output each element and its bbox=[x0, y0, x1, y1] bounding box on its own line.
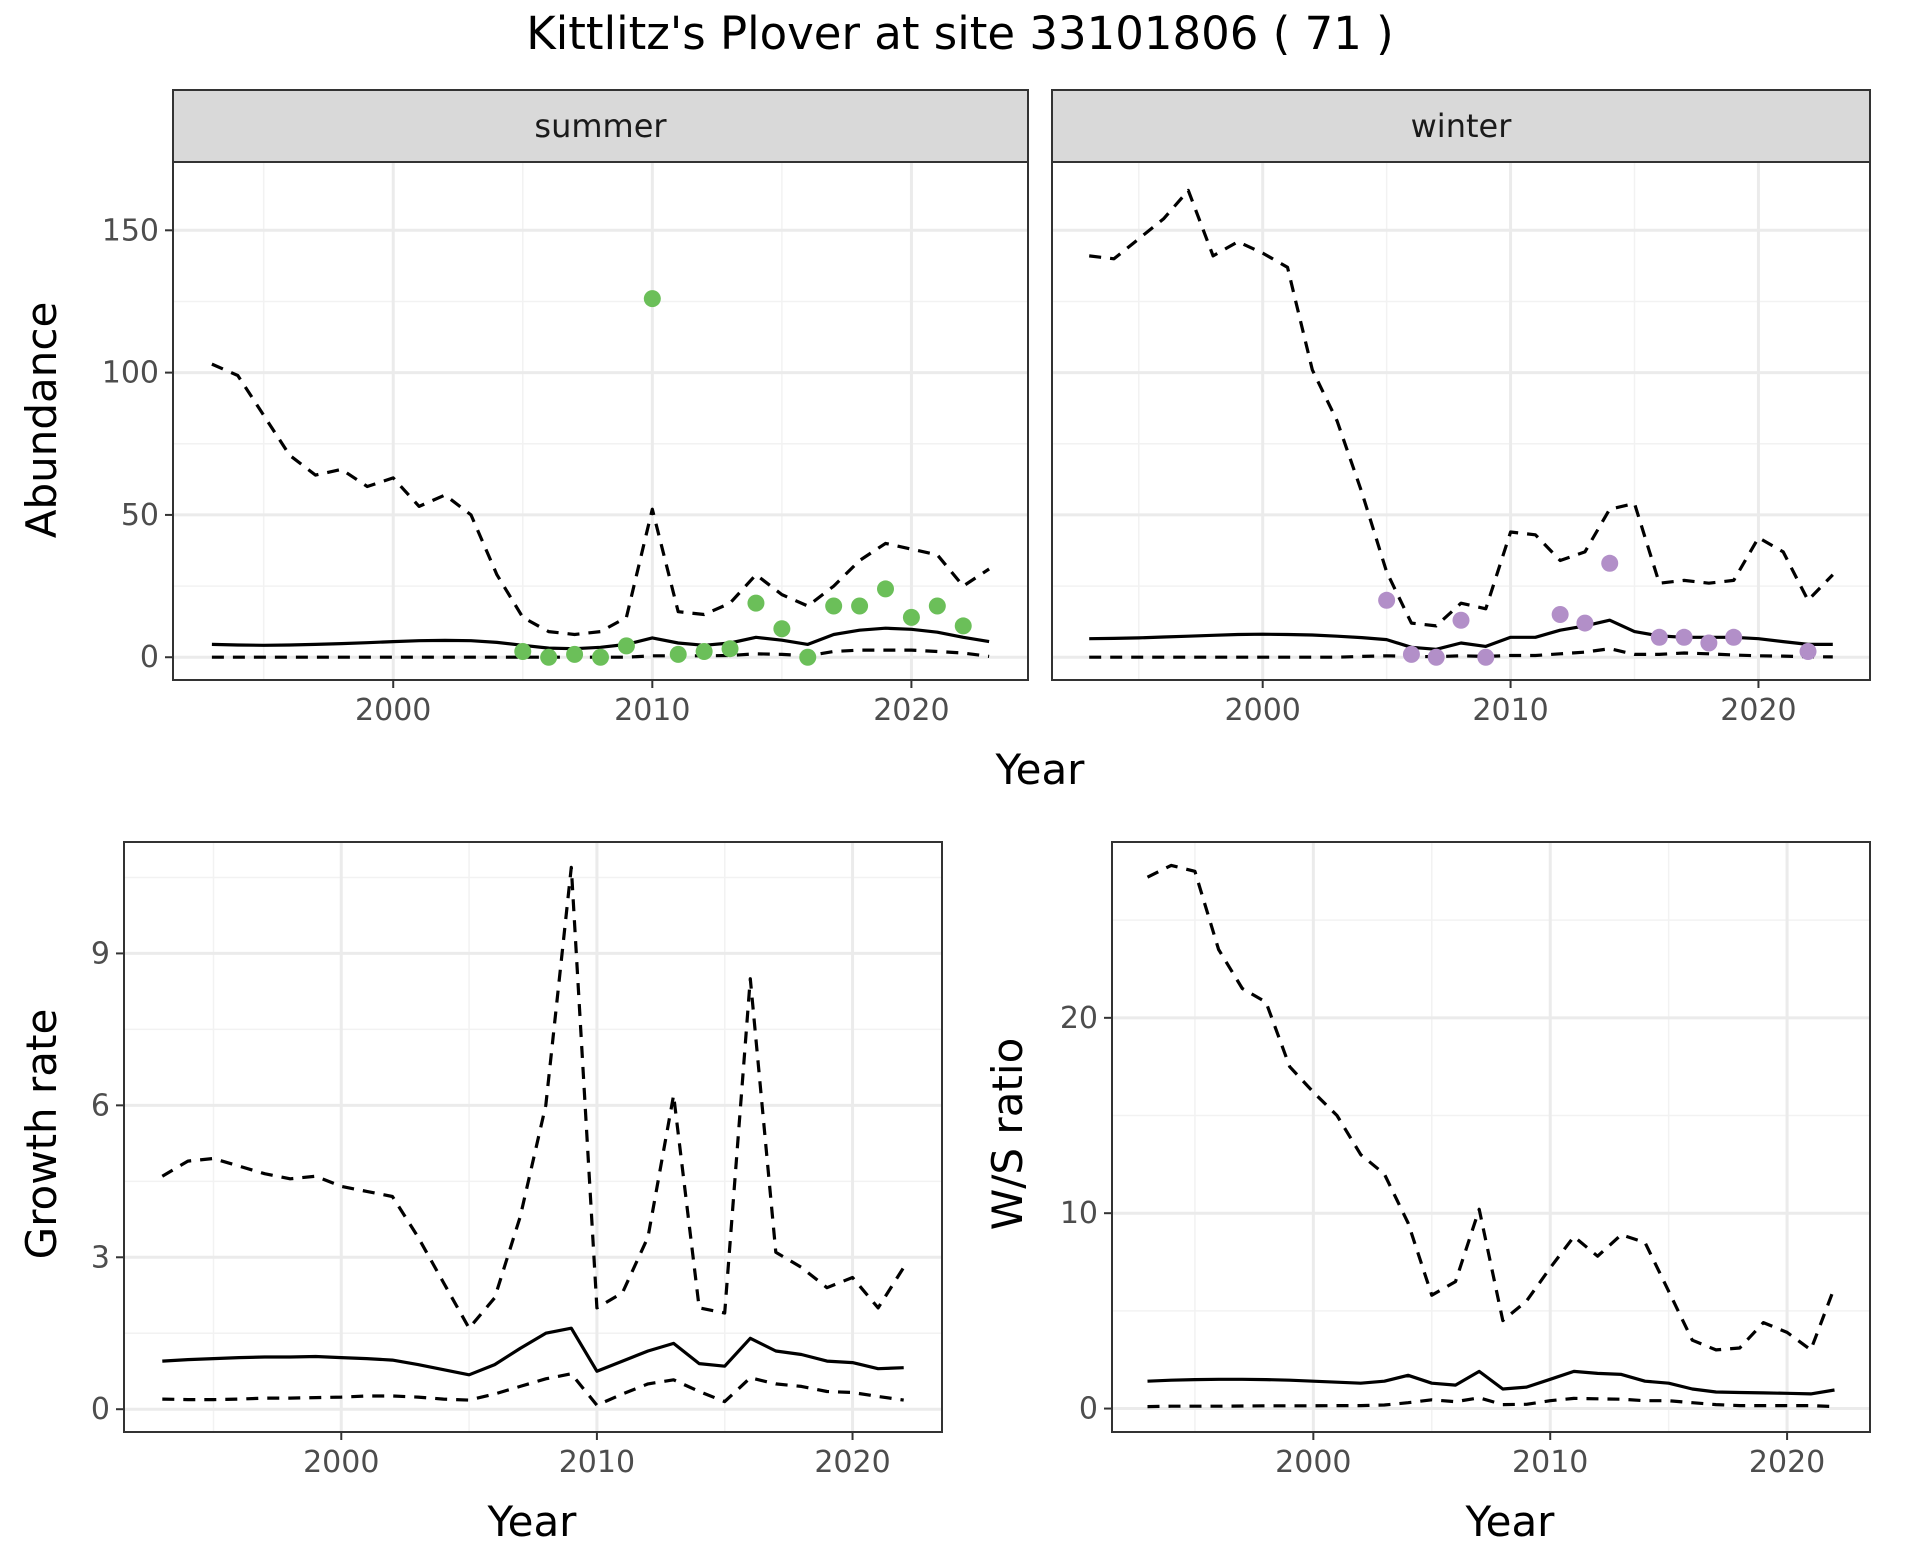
abundance-x-axis-title: Year bbox=[995, 745, 1086, 794]
growth-x-tick-label: 2020 bbox=[814, 1445, 890, 1480]
growth-y-tick-label: 3 bbox=[91, 1240, 110, 1275]
winter-panel: 2000 2010 2020 winter bbox=[1051, 89, 1871, 728]
summer-y-tick-label: 50 bbox=[121, 498, 159, 533]
winter-upper-bound-line bbox=[1089, 188, 1834, 628]
growth-plot-background bbox=[124, 842, 942, 1432]
growth-rate-panel: 2000 2010 2020 0 3 6 9 bbox=[91, 841, 943, 1480]
winter-lower-bound-line bbox=[1089, 647, 1833, 659]
summer-data-point bbox=[540, 648, 558, 666]
winter-x-tick-label: 2000 bbox=[1225, 693, 1301, 728]
winter-data-point bbox=[1402, 645, 1420, 663]
ws-lower-bound-line bbox=[1147, 1396, 1835, 1409]
summer-data-point bbox=[825, 597, 843, 615]
summer-strip bbox=[172, 89, 1029, 163]
ws-x-tick-label: 2020 bbox=[1749, 1445, 1825, 1480]
winter-x-tick-label: 2010 bbox=[1472, 693, 1548, 728]
winter-strip bbox=[1051, 89, 1871, 163]
winter-data-point bbox=[1799, 643, 1817, 661]
ws-mean-line bbox=[1147, 1369, 1835, 1396]
summer-x-tick-label: 2000 bbox=[355, 693, 431, 728]
winter-data-point bbox=[1601, 554, 1619, 572]
summer-strip-label: summer bbox=[534, 107, 667, 145]
growth-y-tick-label: 0 bbox=[91, 1392, 110, 1427]
ws-x-tick-label: 2010 bbox=[1512, 1445, 1588, 1480]
abundance-chart: 2000 2010 2020 0 50 100 150 summer 2000 2010 2020… bbox=[17, 89, 1871, 794]
ws-y-axis-title: W/S ratio bbox=[983, 1038, 1032, 1231]
ws-ratio-panel: 2000 2010 2020 0 10 20 bbox=[1060, 841, 1871, 1480]
growth-upper-bound-line bbox=[161, 865, 906, 1330]
growth-x-tick-label: 2000 bbox=[303, 1445, 379, 1480]
summer-data-point bbox=[643, 290, 661, 308]
ws-panel-border bbox=[1111, 841, 1871, 1433]
summer-data-point bbox=[669, 645, 687, 663]
winter-strip-label: winter bbox=[1411, 107, 1513, 145]
summer-y-tick-label: 0 bbox=[140, 640, 159, 675]
ws-y-tick-label: 20 bbox=[1060, 1001, 1098, 1036]
figure-title: Kittlitz's Plover at site 33101806 ( 71 … bbox=[526, 7, 1393, 60]
growth-x-tick-label: 2010 bbox=[559, 1445, 635, 1480]
growth-x-axis-title: Year bbox=[487, 1497, 578, 1546]
winter-data-point bbox=[1427, 648, 1445, 666]
winter-data-point bbox=[1551, 606, 1569, 624]
winter-data-point bbox=[1477, 648, 1495, 666]
winter-data-point bbox=[1725, 628, 1743, 646]
growth-y-tick-label: 6 bbox=[91, 1088, 110, 1123]
ws-x-axis-title: Year bbox=[1465, 1497, 1556, 1546]
ws-y-tick-label: 10 bbox=[1060, 1196, 1098, 1231]
winter-data-point bbox=[1378, 591, 1396, 609]
growth-panel-border bbox=[123, 841, 943, 1433]
ws-upper-bound-line bbox=[1146, 863, 1836, 1352]
growth-y-tick-label: 9 bbox=[91, 936, 110, 971]
summer-data-point bbox=[954, 617, 972, 635]
summer-y-tick-label: 150 bbox=[102, 213, 159, 248]
summer-data-point bbox=[721, 640, 739, 658]
summer-x-tick-label: 2010 bbox=[614, 693, 690, 728]
winter-data-point bbox=[1650, 628, 1668, 646]
summer-data-point bbox=[566, 645, 584, 663]
summer-data-point bbox=[514, 643, 532, 661]
winter-x-tick-label: 2020 bbox=[1720, 693, 1796, 728]
summer-plot-background bbox=[173, 162, 1028, 680]
summer-data-point bbox=[799, 648, 817, 666]
summer-x-tick-label: 2020 bbox=[873, 693, 949, 728]
winter-data-point bbox=[1675, 628, 1693, 646]
growth-rate-chart: 2000 2010 2020 0 3 6 9 Growth rate Year bbox=[17, 841, 943, 1546]
summer-data-point bbox=[695, 643, 713, 661]
summer-data-point bbox=[877, 580, 894, 598]
winter-data-point bbox=[1452, 611, 1470, 629]
winter-data-point bbox=[1576, 614, 1594, 632]
ws-ratio-chart: 2000 2010 2020 0 10 20 W/S ratio Year bbox=[983, 841, 1871, 1546]
summer-panel: 2000 2010 2020 0 50 100 150 summer bbox=[102, 89, 1029, 728]
growth-lower-bound-line bbox=[162, 1372, 904, 1407]
summer-data-point bbox=[773, 620, 791, 638]
summer-data-point bbox=[902, 608, 920, 626]
summer-data-point bbox=[928, 597, 946, 615]
summer-data-point bbox=[617, 637, 635, 655]
summer-y-tick-label: 100 bbox=[102, 356, 159, 391]
growth-mean-line bbox=[162, 1326, 904, 1377]
summer-data-point bbox=[592, 648, 609, 666]
summer-data-point bbox=[747, 594, 765, 612]
growth-y-axis-title: Growth rate bbox=[17, 1009, 66, 1260]
abundance-y-axis-title: Abundance bbox=[17, 302, 66, 539]
ws-plot-background bbox=[1112, 842, 1870, 1432]
winter-data-point bbox=[1700, 634, 1718, 652]
ws-x-tick-label: 2000 bbox=[1275, 1445, 1351, 1480]
winter-plot-background bbox=[1052, 162, 1870, 680]
summer-data-point bbox=[851, 597, 869, 615]
ws-y-tick-label: 0 bbox=[1079, 1392, 1098, 1427]
summer-mean-line bbox=[211, 626, 990, 651]
